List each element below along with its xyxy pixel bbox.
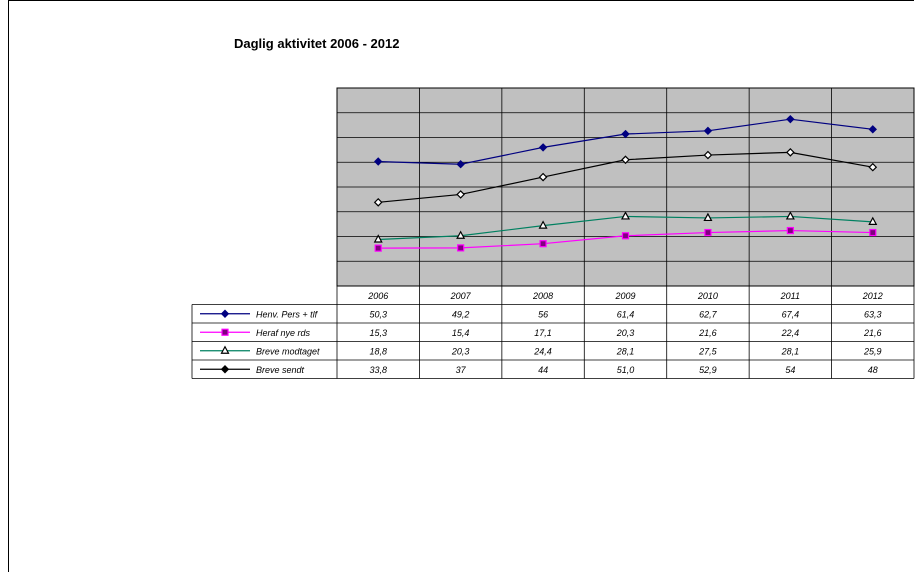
data-point-s3 xyxy=(868,162,878,172)
data-point-s0 xyxy=(456,160,465,169)
data-table-cell: 25,9 xyxy=(863,346,882,356)
data-point-s2 xyxy=(620,211,631,220)
legend-entry: Breve modtaget xyxy=(256,346,320,356)
data-point-s2 xyxy=(373,234,383,243)
data-point-s0 xyxy=(621,129,630,139)
legend-key-marker xyxy=(221,328,229,336)
data-point-s2 xyxy=(785,211,795,220)
data-table-cell: 50,3 xyxy=(369,309,387,319)
data-point-s1 xyxy=(374,244,382,252)
x-tick-label: 2012 xyxy=(862,291,883,301)
legend-entry: Breve sendt xyxy=(256,365,305,375)
data-table-cell: 15,4 xyxy=(452,328,470,338)
data-table-cell: 20,3 xyxy=(451,346,470,356)
data-point-s1 xyxy=(704,228,712,237)
data-table-cell: 56 xyxy=(538,309,548,319)
legend-key-marker xyxy=(220,365,230,374)
legend-key-marker xyxy=(220,309,230,318)
data-table-cell: 22,4 xyxy=(781,328,800,338)
data-point-s3 xyxy=(456,190,465,199)
data-table-cell: 28,1 xyxy=(781,346,800,356)
data-point-s1 xyxy=(539,240,547,248)
data-point-s2 xyxy=(538,220,548,229)
legend-entry: Heraf nye rds xyxy=(256,328,311,338)
data-table-cell: 33,8 xyxy=(369,365,387,375)
data-table-cell: 62,7 xyxy=(699,309,718,319)
data-table-cell: 24,4 xyxy=(533,346,552,356)
data-table-cell: 21,6 xyxy=(698,328,717,338)
data-point-s3 xyxy=(621,155,630,165)
data-point-s3 xyxy=(538,172,548,182)
data-point-s1 xyxy=(457,244,465,252)
data-table-cell: 21,6 xyxy=(863,328,882,338)
data-table-cell: 28,1 xyxy=(616,346,635,356)
data-point-s1 xyxy=(786,226,794,235)
data-point-s0 xyxy=(868,125,877,134)
data-point-s2 xyxy=(456,230,466,239)
data-table-cell: 17,1 xyxy=(534,328,552,338)
x-tick-label: 2011 xyxy=(780,291,800,301)
chart-frame xyxy=(8,0,914,572)
data-table-cell: 20,3 xyxy=(616,328,635,338)
data-table-cell: 48 xyxy=(868,365,878,375)
x-tick-label: 2008 xyxy=(532,291,553,301)
data-table-cell: 37 xyxy=(456,365,467,375)
data-table-cell: 49,2 xyxy=(452,309,470,319)
x-tick-label: 2009 xyxy=(614,291,635,301)
x-tick-label: 2007 xyxy=(450,291,472,301)
data-point-s1 xyxy=(869,228,877,237)
data-table-cell: 18,8 xyxy=(369,346,387,356)
data-table-cell: 54 xyxy=(785,365,795,375)
data-point-s1 xyxy=(621,232,630,240)
data-point-s0 xyxy=(786,114,795,124)
data-table-cell: 52,9 xyxy=(699,365,717,375)
data-point-s3 xyxy=(786,148,795,157)
legend-entry: Henv. Pers + tlf xyxy=(256,309,319,319)
data-table-cell: 15,3 xyxy=(369,328,387,338)
x-tick-label: 2010 xyxy=(697,291,718,301)
data-point-s0 xyxy=(538,143,548,152)
data-table-cell: 63,3 xyxy=(864,309,882,319)
data-table-cell: 27,5 xyxy=(698,346,718,356)
data-point-s3 xyxy=(373,197,383,207)
data-point-s0 xyxy=(703,126,713,136)
data-point-s0 xyxy=(374,157,383,166)
data-point-s2 xyxy=(703,212,713,222)
legend-key-marker xyxy=(220,345,230,354)
data-point-s3 xyxy=(703,150,713,160)
data-table-cell: 67,4 xyxy=(782,309,800,319)
data-point-s2 xyxy=(868,216,878,225)
data-table-cell: 44 xyxy=(538,365,548,375)
data-table-cell: 51,0 xyxy=(617,365,635,375)
x-tick-label: 2006 xyxy=(367,291,388,301)
data-table-cell: 61,4 xyxy=(617,309,635,319)
chart-title: Daglig aktivitet 2006 - 2012 xyxy=(234,36,400,51)
